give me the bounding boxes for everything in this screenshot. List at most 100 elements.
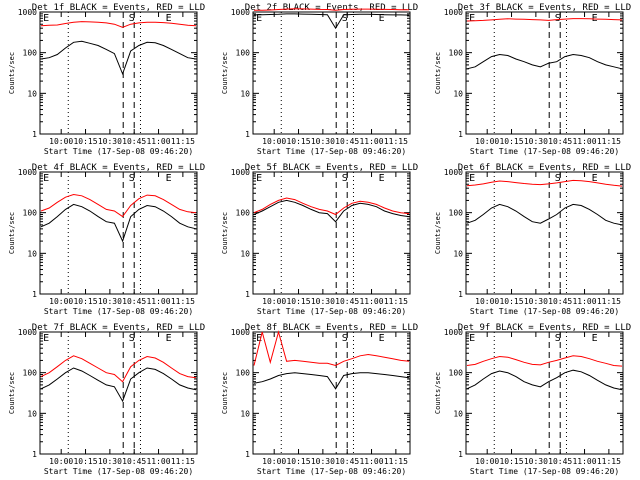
- plot-frame: [252, 11, 411, 135]
- y-tick-label: 1: [32, 130, 37, 139]
- x-tick-label: 11:00: [359, 137, 383, 146]
- x-tick-label: 10:00: [262, 137, 286, 146]
- plot-frame: [465, 171, 624, 295]
- panel-title: Det 1f BLACK = Events, RED = LLD: [32, 3, 205, 13]
- y-tick-label: 10: [27, 249, 37, 258]
- y-tick-label: 10: [453, 249, 463, 258]
- plot-frame: [39, 11, 198, 135]
- plot-frame: [465, 331, 624, 455]
- x-tick-label: 10:15: [286, 297, 310, 306]
- x-tick-label: 10:00: [475, 457, 499, 466]
- x-tick-label: 10:15: [286, 137, 310, 146]
- y-axis-label: Counts/sec: [8, 212, 16, 254]
- panel-det-3: Det 3f BLACK = Events, RED = LLD 1 10 100 10…: [434, 3, 631, 156]
- x-tick-label: 11:00: [146, 297, 170, 306]
- panel-title: Det 5f BLACK = Events, RED = LLD: [245, 163, 418, 173]
- y-tick-label: 100: [236, 49, 251, 58]
- marker-label: E: [469, 333, 475, 344]
- events-series-line: [40, 367, 197, 403]
- x-tick-label: 10:00: [49, 297, 73, 306]
- events-series-line: [253, 199, 410, 223]
- plot-frame: [39, 331, 198, 455]
- panel-det-1: Det 1f BLACK = Events, RED = LLD 1 10 100 10…: [8, 3, 205, 156]
- marker-label: S: [129, 173, 135, 184]
- marker-label: S: [342, 13, 348, 24]
- marker-label: E: [469, 13, 475, 24]
- x-tick-label: 11:00: [146, 457, 170, 466]
- x-axis-label: Start Time (17-Sep-08 09:46:20): [470, 147, 619, 156]
- marker-label: S: [555, 13, 561, 24]
- x-tick-label: 11:15: [384, 137, 408, 146]
- x-tick-label: 10:45: [548, 137, 572, 146]
- panel-title: Det 7f BLACK = Events, RED = LLD: [32, 323, 205, 333]
- x-tick-label: 11:15: [384, 297, 408, 306]
- marker-label: E: [592, 333, 598, 344]
- y-tick-label: 1: [245, 450, 250, 459]
- x-tick-label: 11:15: [384, 457, 408, 466]
- y-tick-label: 1000: [444, 168, 463, 177]
- marker-label: E: [166, 333, 172, 344]
- x-tick-label: 11:15: [597, 137, 621, 146]
- x-tick-label: 10:15: [73, 297, 97, 306]
- y-tick-label: 1: [458, 450, 463, 459]
- marker-label: E: [469, 173, 475, 184]
- marker-label: S: [342, 333, 348, 344]
- lld-series-line: [466, 179, 623, 187]
- marker-label: E: [43, 13, 49, 24]
- y-tick-label: 1000: [231, 328, 250, 337]
- y-tick-label: 1000: [444, 328, 463, 337]
- marker-label: E: [592, 173, 598, 184]
- x-tick-label: 10:45: [335, 137, 359, 146]
- x-tick-label: 10:45: [335, 457, 359, 466]
- y-tick-label: 100: [23, 369, 38, 378]
- y-tick-label: 1000: [231, 168, 250, 177]
- x-tick-label: 11:00: [146, 137, 170, 146]
- y-axis-label: Counts/sec: [8, 372, 16, 414]
- y-tick-label: 1000: [444, 8, 463, 17]
- plot-frame: [252, 171, 411, 295]
- panel-det-6: Det 6f BLACK = Events, RED = LLD 1 10 100 10…: [434, 163, 631, 316]
- x-tick-label: 10:30: [311, 457, 335, 466]
- x-tick-label: 10:00: [475, 137, 499, 146]
- marker-label: E: [256, 173, 262, 184]
- y-tick-label: 1: [32, 290, 37, 299]
- lld-series-line: [40, 193, 197, 218]
- panel-title: Det 9f BLACK = Events, RED = LLD: [458, 323, 631, 333]
- x-tick-label: 10:15: [499, 137, 523, 146]
- events-series-line: [253, 372, 410, 390]
- panel-title: Det 6f BLACK = Events, RED = LLD: [458, 163, 631, 173]
- y-tick-label: 1000: [18, 328, 37, 337]
- y-tick-label: 100: [449, 369, 464, 378]
- x-tick-label: 10:30: [311, 137, 335, 146]
- events-series-line: [466, 203, 623, 226]
- marker-label: S: [129, 333, 135, 344]
- y-tick-label: 100: [236, 369, 251, 378]
- y-tick-label: 100: [23, 49, 38, 58]
- marker-label: E: [256, 13, 262, 24]
- y-tick-label: 1000: [18, 8, 37, 17]
- events-series-line: [466, 53, 623, 70]
- x-tick-label: 10:45: [548, 297, 572, 306]
- x-tick-label: 10:00: [475, 297, 499, 306]
- y-axis-label: Counts/sec: [221, 52, 229, 94]
- x-tick-label: 10:15: [73, 457, 97, 466]
- x-tick-label: 11:00: [572, 457, 596, 466]
- marker-label: E: [379, 333, 385, 344]
- events-series-line: [40, 203, 197, 243]
- plot-frame: [465, 11, 624, 135]
- marker-label: S: [342, 173, 348, 184]
- marker-label: S: [555, 173, 561, 184]
- events-series-line: [466, 369, 623, 391]
- x-tick-label: 10:45: [122, 457, 146, 466]
- y-axis-label: Counts/sec: [434, 372, 442, 414]
- panel-title: Det 2f BLACK = Events, RED = LLD: [245, 3, 418, 13]
- x-tick-label: 11:15: [597, 457, 621, 466]
- x-tick-label: 10:30: [524, 297, 548, 306]
- panel-det-4: Det 4f BLACK = Events, RED = LLD 1 10 100 10…: [8, 163, 205, 316]
- plot-frame: [39, 171, 198, 295]
- x-axis-label: Start Time (17-Sep-08 09:46:20): [470, 467, 619, 476]
- x-tick-label: 10:00: [49, 457, 73, 466]
- y-tick-label: 10: [240, 409, 250, 418]
- marker-label: S: [129, 13, 135, 24]
